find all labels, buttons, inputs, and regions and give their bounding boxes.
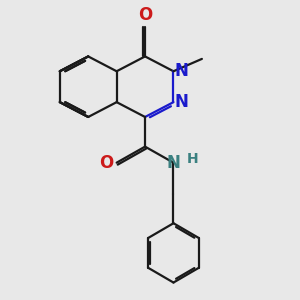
Text: O: O bbox=[138, 6, 152, 24]
Text: N: N bbox=[167, 154, 180, 172]
Text: N: N bbox=[175, 62, 189, 80]
Text: H: H bbox=[187, 152, 199, 166]
Text: N: N bbox=[175, 93, 189, 111]
Text: O: O bbox=[99, 154, 113, 172]
